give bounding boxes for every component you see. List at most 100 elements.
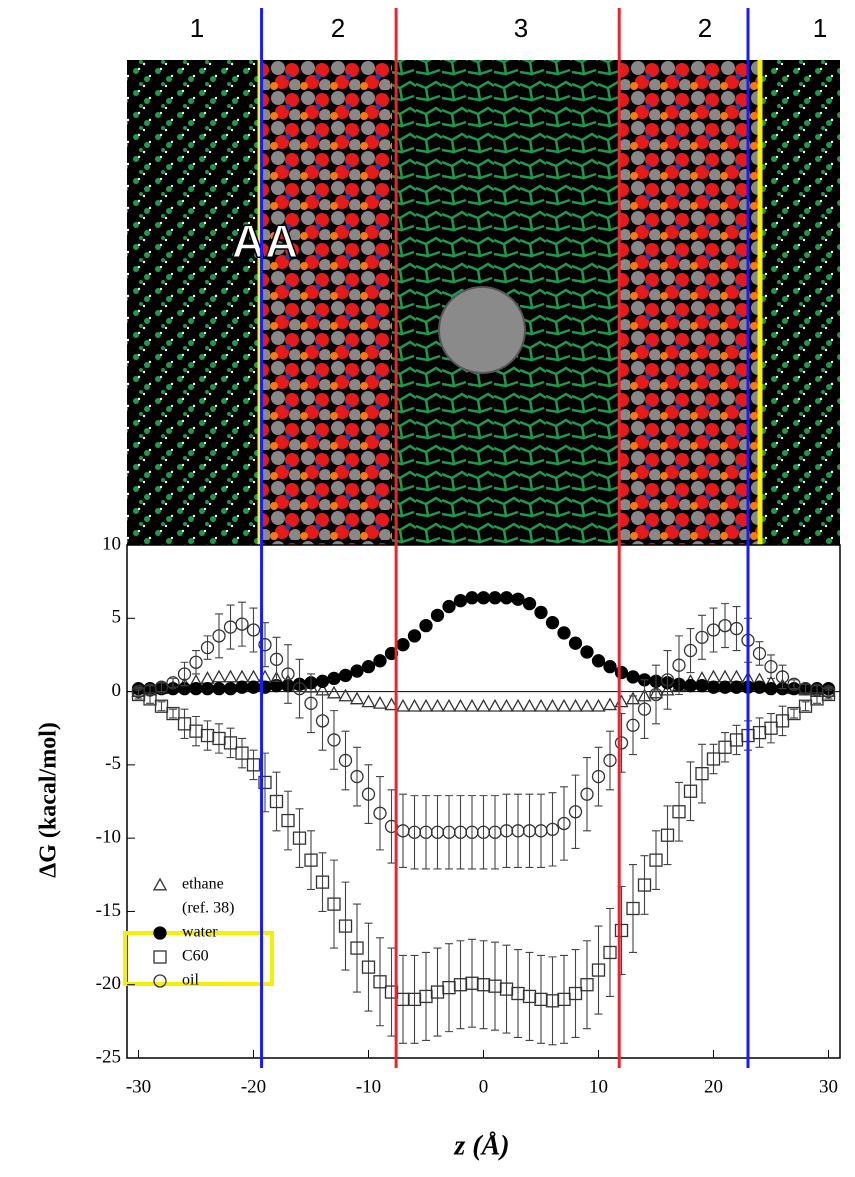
error-bar [571, 948, 580, 1039]
error-bar [525, 951, 534, 1041]
point [395, 698, 411, 712]
error-bar [399, 954, 407, 1044]
error-bar [433, 947, 442, 1037]
point [338, 753, 353, 768]
error-bar [560, 786, 568, 861]
error-bar [732, 724, 741, 756]
point [361, 660, 376, 674]
point [315, 674, 330, 688]
x-tick-label: 0 [479, 1076, 489, 1097]
error-bar [790, 708, 798, 719]
error-bar [790, 679, 798, 690]
point [465, 591, 479, 605]
point [350, 664, 364, 678]
point [672, 805, 686, 819]
point [557, 626, 571, 640]
error-bar [537, 793, 545, 869]
error-bar [284, 644, 292, 704]
error-bar [640, 855, 649, 915]
image-label: AA [232, 215, 298, 267]
x-tick-label: 20 [704, 1076, 723, 1097]
point [511, 592, 525, 606]
error-bar [387, 947, 396, 1037]
legend-label: ethane [182, 876, 224, 893]
error-bar [755, 717, 764, 748]
error-bar [353, 746, 361, 807]
y-tick-label: 5 [112, 607, 122, 628]
y-tick-label: -25 [96, 1046, 121, 1067]
error-bar [652, 664, 660, 725]
point [637, 702, 652, 716]
error-bar [721, 603, 729, 649]
point [464, 698, 480, 712]
point [798, 699, 813, 713]
point [223, 669, 238, 683]
point [626, 901, 640, 916]
point [396, 638, 410, 652]
point [442, 599, 456, 614]
point [315, 714, 330, 728]
error-bar [353, 903, 361, 993]
error-bar [767, 713, 775, 744]
error-bar [502, 793, 511, 869]
legend-symbol [153, 926, 167, 940]
point [349, 691, 365, 705]
point [764, 721, 778, 735]
highlight-box [123, 931, 274, 986]
point [637, 878, 652, 892]
error-bar [606, 730, 614, 791]
point [223, 681, 238, 696]
error-bar [376, 776, 384, 851]
point [418, 698, 434, 712]
error-bar [778, 705, 787, 737]
y-tick-label: -10 [96, 827, 121, 848]
point [775, 670, 790, 684]
error-bar [364, 922, 373, 1012]
error-bar [560, 954, 568, 1044]
legend-note: (ref. 38) [182, 900, 234, 917]
region-label: 3 [514, 13, 528, 43]
legend-symbol [153, 974, 167, 988]
point [292, 831, 307, 845]
error-bar [824, 686, 833, 697]
point [246, 623, 261, 637]
point [441, 698, 457, 712]
point [327, 733, 341, 747]
point [580, 645, 594, 659]
error-bar [215, 723, 223, 754]
error-bar [583, 756, 591, 832]
point [556, 698, 572, 712]
point [304, 853, 318, 867]
point [453, 698, 468, 712]
point [752, 646, 767, 661]
point [315, 875, 330, 889]
error-bar [169, 708, 177, 719]
point [591, 698, 606, 712]
point [372, 695, 388, 709]
error-bar [295, 658, 304, 719]
point [488, 591, 502, 605]
point [430, 698, 445, 712]
error-bar [479, 795, 488, 870]
point [591, 769, 606, 784]
point [534, 605, 548, 620]
error-bar [721, 732, 729, 763]
point [752, 680, 767, 694]
point [373, 975, 387, 989]
point [729, 680, 744, 694]
point [580, 787, 594, 801]
point [545, 698, 560, 712]
point [568, 636, 583, 650]
error-bar [157, 682, 166, 693]
point [626, 718, 640, 732]
error-bar [813, 685, 821, 696]
error-bar [249, 607, 258, 653]
point [166, 676, 180, 690]
error-bar [146, 685, 154, 696]
error-bar [341, 881, 350, 971]
point [522, 698, 537, 712]
error-bar [583, 940, 591, 1030]
point [476, 698, 491, 712]
